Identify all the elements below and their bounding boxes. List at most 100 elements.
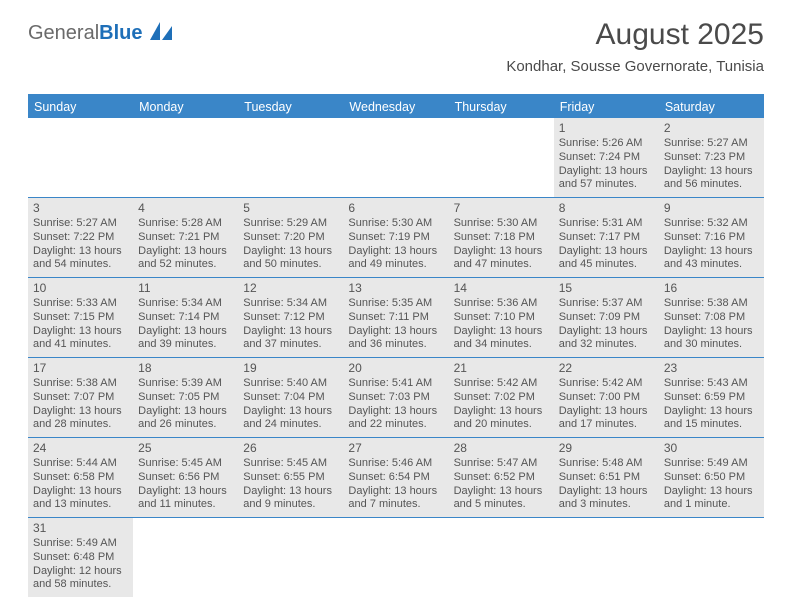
day-sunrise: Sunrise: 5:39 AM xyxy=(138,377,233,391)
day-daylight1: Daylight: 13 hours xyxy=(33,325,128,339)
day-sunrise: Sunrise: 5:30 AM xyxy=(454,217,549,231)
day-daylight2: and 26 minutes. xyxy=(138,418,233,432)
day-daylight1: Daylight: 13 hours xyxy=(454,325,549,339)
day-sunrise: Sunrise: 5:27 AM xyxy=(33,217,128,231)
day-daylight1: Daylight: 12 hours xyxy=(33,565,128,579)
day-sunset: Sunset: 7:08 PM xyxy=(664,311,759,325)
day-daylight1: Daylight: 13 hours xyxy=(559,165,654,179)
day-cell: 24Sunrise: 5:44 AMSunset: 6:58 PMDayligh… xyxy=(28,438,133,517)
day-daylight1: Daylight: 13 hours xyxy=(138,325,233,339)
day-cell: 19Sunrise: 5:40 AMSunset: 7:04 PMDayligh… xyxy=(238,358,343,437)
day-sunrise: Sunrise: 5:26 AM xyxy=(559,137,654,151)
day-daylight2: and 47 minutes. xyxy=(454,258,549,272)
day-number: 17 xyxy=(33,361,128,376)
day-number: 31 xyxy=(33,521,128,536)
brand-text-general: General xyxy=(28,22,99,44)
day-cell: 4Sunrise: 5:28 AMSunset: 7:21 PMDaylight… xyxy=(133,198,238,277)
day-number: 29 xyxy=(559,441,654,456)
day-sunset: Sunset: 7:10 PM xyxy=(454,311,549,325)
brand-sail-icon xyxy=(150,22,174,40)
day-daylight1: Daylight: 13 hours xyxy=(559,245,654,259)
day-sunset: Sunset: 7:17 PM xyxy=(559,231,654,245)
day-daylight2: and 24 minutes. xyxy=(243,418,338,432)
day-cell: 11Sunrise: 5:34 AMSunset: 7:14 PMDayligh… xyxy=(133,278,238,357)
day-cell: 7Sunrise: 5:30 AMSunset: 7:18 PMDaylight… xyxy=(449,198,554,277)
day-sunset: Sunset: 7:24 PM xyxy=(559,151,654,165)
day-sunset: Sunset: 7:16 PM xyxy=(664,231,759,245)
day-cell: 22Sunrise: 5:42 AMSunset: 7:00 PMDayligh… xyxy=(554,358,659,437)
day-sunrise: Sunrise: 5:37 AM xyxy=(559,297,654,311)
day-sunset: Sunset: 6:54 PM xyxy=(348,471,443,485)
day-number: 13 xyxy=(348,281,443,296)
day-cell: 6Sunrise: 5:30 AMSunset: 7:19 PMDaylight… xyxy=(343,198,448,277)
day-number: 14 xyxy=(454,281,549,296)
weekday-header: Friday xyxy=(554,96,659,118)
day-number: 28 xyxy=(454,441,549,456)
day-sunrise: Sunrise: 5:49 AM xyxy=(33,537,128,551)
day-number: 5 xyxy=(243,201,338,216)
day-number: 12 xyxy=(243,281,338,296)
day-cell: 8Sunrise: 5:31 AMSunset: 7:17 PMDaylight… xyxy=(554,198,659,277)
day-daylight2: and 17 minutes. xyxy=(559,418,654,432)
page-title: August 2025 xyxy=(506,18,764,52)
day-sunrise: Sunrise: 5:46 AM xyxy=(348,457,443,471)
week-row: 10Sunrise: 5:33 AMSunset: 7:15 PMDayligh… xyxy=(28,278,764,358)
day-cell: 20Sunrise: 5:41 AMSunset: 7:03 PMDayligh… xyxy=(343,358,448,437)
day-sunrise: Sunrise: 5:43 AM xyxy=(664,377,759,391)
day-cell: 31Sunrise: 5:49 AMSunset: 6:48 PMDayligh… xyxy=(28,518,133,597)
day-number: 3 xyxy=(33,201,128,216)
day-daylight1: Daylight: 13 hours xyxy=(33,405,128,419)
day-number: 2 xyxy=(664,121,759,136)
week-row: 31Sunrise: 5:49 AMSunset: 6:48 PMDayligh… xyxy=(28,518,764,597)
day-sunset: Sunset: 7:07 PM xyxy=(33,391,128,405)
day-sunset: Sunset: 7:15 PM xyxy=(33,311,128,325)
day-cell-empty xyxy=(343,518,448,597)
day-cell-empty xyxy=(554,518,659,597)
header-right: August 2025 Kondhar, Sousse Governorate,… xyxy=(506,18,764,75)
day-cell: 17Sunrise: 5:38 AMSunset: 7:07 PMDayligh… xyxy=(28,358,133,437)
day-daylight1: Daylight: 13 hours xyxy=(454,245,549,259)
day-sunset: Sunset: 6:50 PM xyxy=(664,471,759,485)
week-row: 3Sunrise: 5:27 AMSunset: 7:22 PMDaylight… xyxy=(28,198,764,278)
day-cell: 16Sunrise: 5:38 AMSunset: 7:08 PMDayligh… xyxy=(659,278,764,357)
day-number: 15 xyxy=(559,281,654,296)
day-cell-empty xyxy=(133,518,238,597)
day-daylight1: Daylight: 13 hours xyxy=(243,325,338,339)
day-cell: 1Sunrise: 5:26 AMSunset: 7:24 PMDaylight… xyxy=(554,118,659,197)
week-row: 24Sunrise: 5:44 AMSunset: 6:58 PMDayligh… xyxy=(28,438,764,518)
day-sunrise: Sunrise: 5:42 AM xyxy=(454,377,549,391)
day-sunrise: Sunrise: 5:45 AM xyxy=(243,457,338,471)
day-daylight1: Daylight: 13 hours xyxy=(348,245,443,259)
day-number: 21 xyxy=(454,361,549,376)
day-sunrise: Sunrise: 5:35 AM xyxy=(348,297,443,311)
day-sunset: Sunset: 6:59 PM xyxy=(664,391,759,405)
weekday-header: Monday xyxy=(133,96,238,118)
day-sunset: Sunset: 7:04 PM xyxy=(243,391,338,405)
day-cell: 30Sunrise: 5:49 AMSunset: 6:50 PMDayligh… xyxy=(659,438,764,517)
day-sunset: Sunset: 7:18 PM xyxy=(454,231,549,245)
day-cell-empty xyxy=(238,118,343,197)
day-daylight2: and 37 minutes. xyxy=(243,338,338,352)
day-daylight1: Daylight: 13 hours xyxy=(664,325,759,339)
day-cell-empty xyxy=(449,118,554,197)
day-cell-empty xyxy=(28,118,133,197)
day-number: 25 xyxy=(138,441,233,456)
day-daylight2: and 49 minutes. xyxy=(348,258,443,272)
day-daylight1: Daylight: 13 hours xyxy=(348,485,443,499)
day-daylight2: and 20 minutes. xyxy=(454,418,549,432)
day-number: 23 xyxy=(664,361,759,376)
day-daylight1: Daylight: 13 hours xyxy=(454,485,549,499)
location-label: Kondhar, Sousse Governorate, Tunisia xyxy=(506,58,764,75)
day-number: 26 xyxy=(243,441,338,456)
day-sunset: Sunset: 7:12 PM xyxy=(243,311,338,325)
day-cell: 28Sunrise: 5:47 AMSunset: 6:52 PMDayligh… xyxy=(449,438,554,517)
day-daylight1: Daylight: 13 hours xyxy=(348,325,443,339)
weekday-header: Saturday xyxy=(659,96,764,118)
day-daylight1: Daylight: 13 hours xyxy=(33,485,128,499)
day-number: 30 xyxy=(664,441,759,456)
day-sunset: Sunset: 7:14 PM xyxy=(138,311,233,325)
day-number: 4 xyxy=(138,201,233,216)
day-cell: 23Sunrise: 5:43 AMSunset: 6:59 PMDayligh… xyxy=(659,358,764,437)
day-daylight1: Daylight: 13 hours xyxy=(559,485,654,499)
day-cell: 26Sunrise: 5:45 AMSunset: 6:55 PMDayligh… xyxy=(238,438,343,517)
